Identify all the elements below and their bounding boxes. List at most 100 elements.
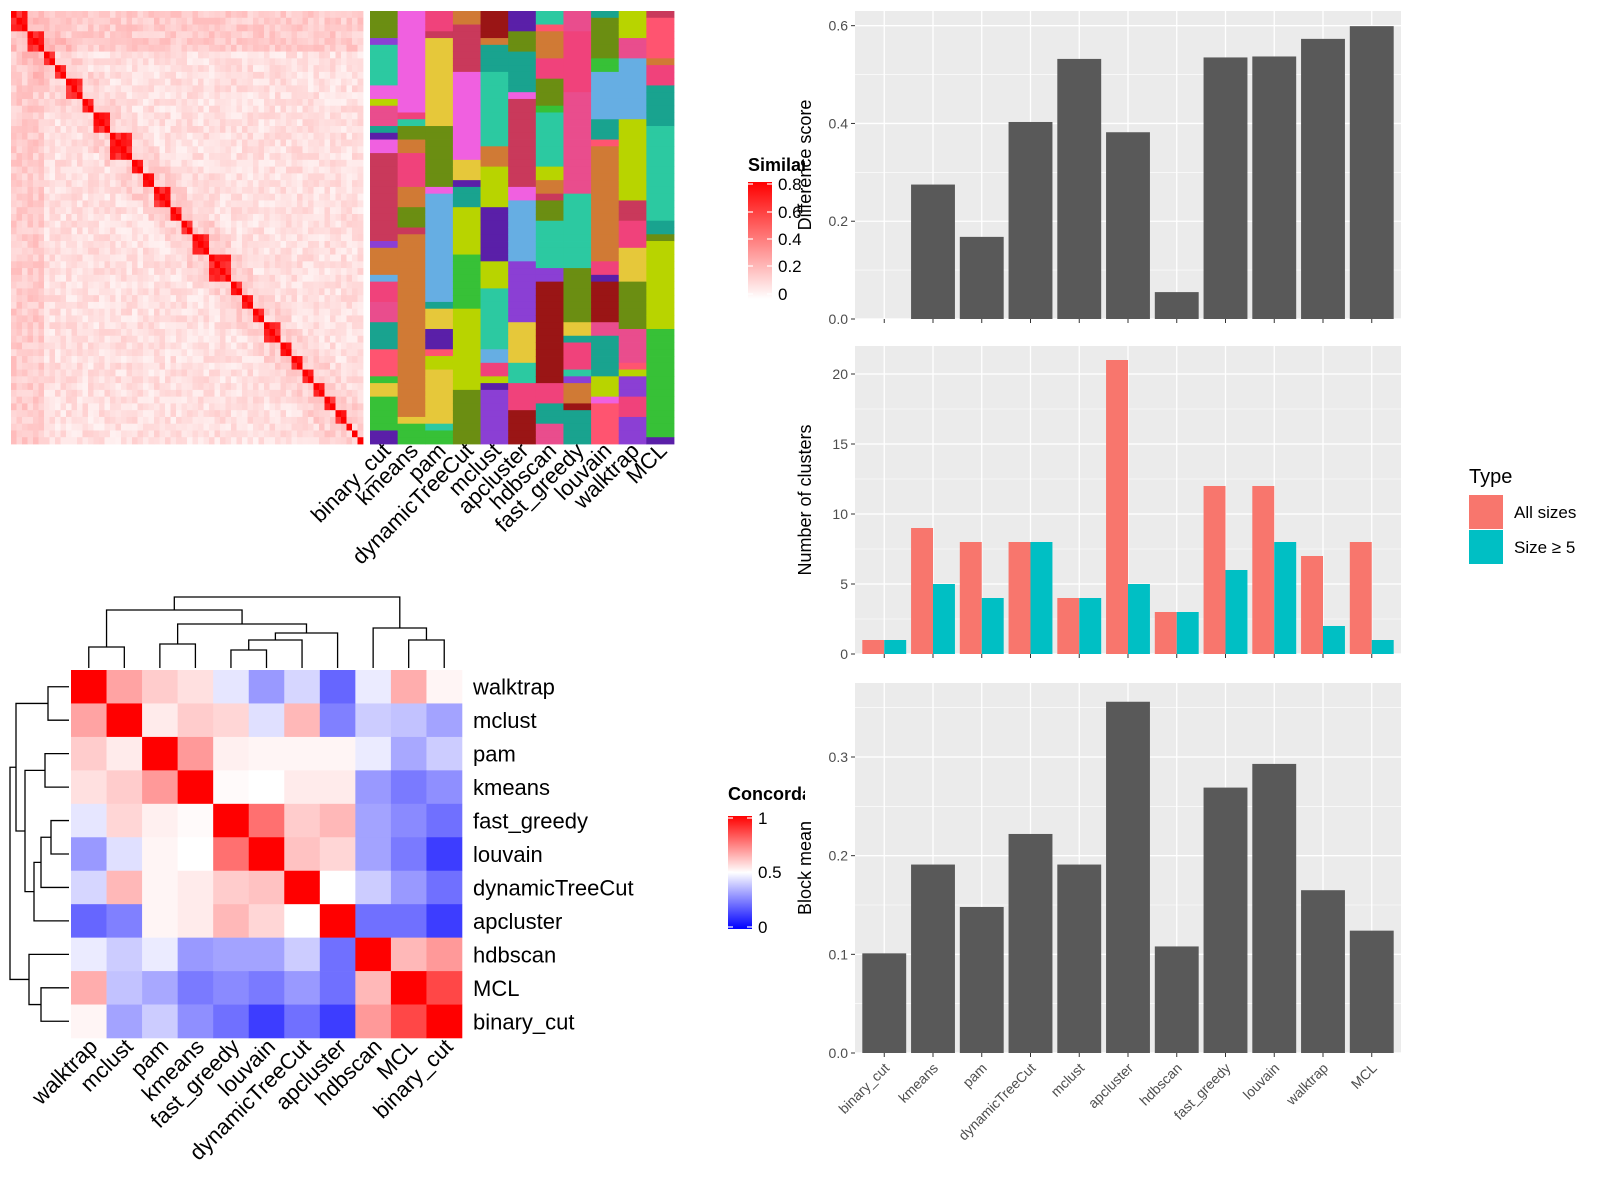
similarity-cell	[22, 31, 28, 39]
similarity-cell	[148, 389, 155, 398]
concordance-cell	[177, 870, 214, 905]
annotation-cell	[425, 410, 454, 418]
similarity-cell	[209, 410, 215, 418]
similarity-cell	[49, 356, 56, 364]
similarity-cell	[203, 376, 210, 384]
similarity-cell	[88, 126, 94, 134]
similarity-cell	[176, 301, 182, 310]
similarity-cell	[82, 71, 89, 80]
annotation-cell	[591, 241, 620, 249]
similarity-cell	[253, 193, 259, 201]
similarity-cell	[154, 159, 160, 168]
similarity-cell	[22, 24, 28, 32]
similarity-cell	[55, 159, 61, 168]
similarity-cell	[214, 213, 221, 222]
similarity-cell	[38, 335, 45, 343]
similarity-cell	[187, 58, 193, 66]
similarity-cell	[280, 146, 287, 154]
similarity-cell	[291, 389, 298, 398]
similarity-cell	[77, 234, 83, 242]
similarity-cell	[148, 31, 155, 39]
similarity-cell	[137, 166, 144, 174]
annotation-cell	[370, 213, 399, 222]
similarity-cell	[71, 132, 78, 140]
similarity-cell	[60, 396, 67, 404]
annotation-cell	[452, 423, 481, 431]
similarity-cell	[264, 119, 270, 127]
similarity-cell	[55, 78, 61, 86]
similarity-cell	[44, 437, 50, 445]
similarity-cell	[280, 186, 287, 195]
similarity-cell	[99, 180, 105, 188]
annotation-cell	[452, 139, 481, 147]
similarity-cell	[137, 207, 144, 215]
similarity-cell	[346, 11, 353, 19]
concordance-row-label: apcluster	[473, 909, 562, 934]
concordance-cell	[177, 703, 214, 738]
similarity-cell	[165, 173, 171, 181]
similarity-cell	[192, 389, 199, 398]
similarity-cell	[225, 410, 232, 418]
concordance-row-label: louvain	[473, 842, 543, 867]
annotation-cell	[370, 65, 399, 73]
similarity-cell	[55, 423, 61, 431]
similarity-cell	[357, 200, 364, 208]
annotation-cell	[425, 362, 454, 370]
similarity-cell	[93, 281, 100, 289]
similarity-cell	[11, 254, 17, 262]
similarity-cell	[126, 356, 133, 364]
similarity-cell	[154, 51, 160, 59]
similarity-cell	[357, 342, 364, 350]
similarity-cell	[324, 335, 331, 343]
similarity-cell	[330, 322, 336, 330]
similarity-cell	[269, 416, 276, 425]
similarity-cell	[44, 410, 50, 418]
annotation-cell	[508, 247, 537, 255]
similarity-cell	[291, 65, 298, 73]
similarity-cell	[132, 335, 138, 343]
similarity-cell	[27, 159, 34, 168]
similarity-cell	[231, 268, 237, 276]
similarity-cell	[335, 44, 342, 52]
similarity-cell	[55, 24, 61, 32]
similarity-cell	[286, 423, 292, 431]
similarity-cell	[187, 159, 193, 168]
similarity-cell	[247, 85, 254, 93]
similarity-cell	[187, 146, 193, 154]
similarity-cell	[319, 71, 325, 80]
similarity-cell	[55, 17, 61, 25]
similarity-cell	[176, 383, 182, 391]
similarity-cell	[154, 403, 160, 411]
similarity-cell	[275, 71, 281, 80]
similarity-cell	[269, 186, 276, 195]
similarity-cell	[275, 166, 281, 174]
similarity-cell	[192, 430, 199, 438]
similarity-cell	[341, 44, 347, 52]
similarity-cell	[236, 376, 243, 384]
similarity-cell	[77, 241, 83, 249]
similarity-cell	[269, 376, 276, 384]
similarity-cell	[269, 234, 276, 242]
similarity-cell	[154, 328, 160, 337]
similarity-cell	[319, 213, 325, 222]
similarity-cell	[165, 234, 171, 242]
similarity-cell	[22, 254, 28, 262]
annotation-cell	[370, 159, 399, 168]
similarity-cell	[236, 132, 243, 140]
similarity-cell	[154, 423, 160, 431]
similarity-cell	[66, 247, 72, 255]
annotation-cell	[535, 261, 564, 269]
similarity-cell	[55, 369, 61, 377]
similarity-cell	[291, 261, 298, 269]
similarity-cell	[308, 369, 314, 377]
similarity-cell	[44, 126, 50, 134]
similarity-cell	[176, 396, 182, 404]
similarity-cell	[313, 322, 320, 330]
similarity-cell	[181, 213, 188, 222]
concordance-cell	[142, 670, 178, 704]
similarity-cell	[286, 356, 292, 364]
similarity-cell	[335, 38, 342, 46]
similarity-cell	[82, 335, 89, 343]
similarity-cell	[121, 322, 127, 330]
concordance-cell	[71, 703, 107, 738]
